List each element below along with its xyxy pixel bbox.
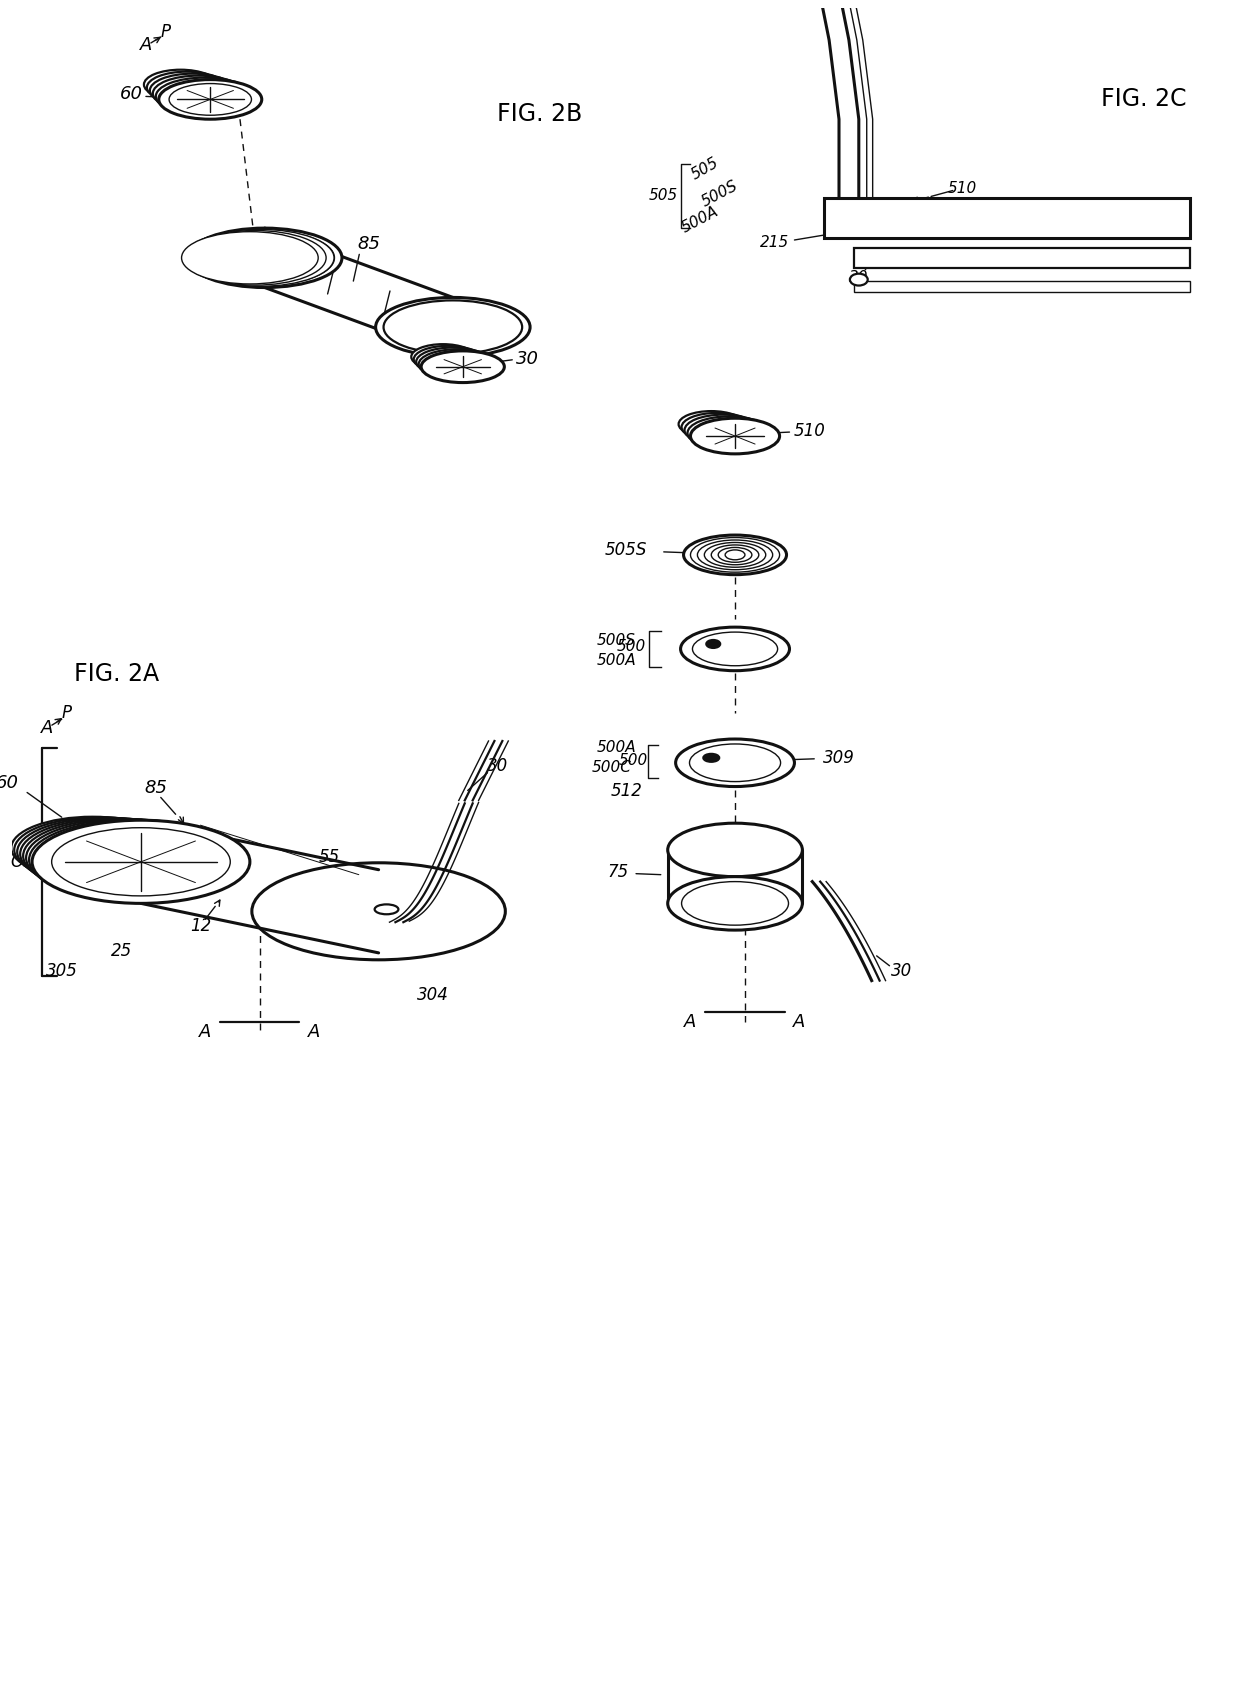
- Ellipse shape: [678, 410, 744, 437]
- Ellipse shape: [417, 348, 490, 377]
- Text: 500C: 500C: [591, 760, 631, 775]
- Text: 215: 215: [760, 235, 790, 251]
- Text: 60: 60: [0, 774, 19, 792]
- Text: A: A: [41, 720, 53, 737]
- Ellipse shape: [849, 274, 868, 286]
- Text: FIG. 2C: FIG. 2C: [1101, 87, 1187, 111]
- Text: P: P: [62, 705, 72, 722]
- Text: 500A: 500A: [680, 204, 722, 235]
- Ellipse shape: [683, 535, 786, 575]
- Ellipse shape: [414, 346, 482, 373]
- Text: 309: 309: [823, 748, 854, 767]
- Text: 304: 304: [417, 986, 449, 1004]
- Ellipse shape: [286, 873, 491, 950]
- Bar: [825, 198, 1190, 239]
- Ellipse shape: [159, 79, 262, 119]
- Ellipse shape: [20, 817, 206, 890]
- Ellipse shape: [707, 641, 720, 648]
- Text: 505: 505: [689, 155, 722, 183]
- Ellipse shape: [11, 817, 174, 880]
- Text: FIG. 2B: FIG. 2B: [497, 103, 583, 126]
- Text: 500: 500: [616, 639, 646, 654]
- Text: 25: 25: [110, 942, 131, 960]
- Text: P: P: [161, 24, 171, 40]
- Ellipse shape: [24, 819, 217, 893]
- Ellipse shape: [153, 76, 244, 111]
- Bar: [854, 281, 1190, 293]
- Text: 500A: 500A: [596, 740, 636, 755]
- Ellipse shape: [26, 819, 228, 897]
- Text: 75: 75: [608, 863, 629, 881]
- Text: 500: 500: [619, 754, 647, 769]
- Ellipse shape: [374, 905, 398, 915]
- Ellipse shape: [687, 417, 771, 449]
- Text: 309: 309: [988, 251, 1017, 266]
- Ellipse shape: [279, 871, 494, 952]
- Ellipse shape: [676, 738, 795, 787]
- Ellipse shape: [150, 74, 236, 108]
- Text: 30: 30: [516, 350, 538, 368]
- Ellipse shape: [181, 232, 319, 284]
- Text: 505S: 505S: [605, 542, 647, 558]
- Text: 505: 505: [649, 188, 678, 204]
- Text: 55: 55: [319, 848, 340, 866]
- Ellipse shape: [186, 229, 334, 286]
- Text: 30: 30: [849, 271, 868, 286]
- Ellipse shape: [703, 754, 719, 762]
- Ellipse shape: [684, 415, 761, 446]
- Ellipse shape: [422, 352, 505, 382]
- Text: A: A: [794, 1013, 806, 1031]
- Text: A: A: [200, 1023, 212, 1041]
- Text: A: A: [308, 1023, 320, 1041]
- Ellipse shape: [259, 865, 502, 957]
- Ellipse shape: [376, 298, 529, 357]
- Text: 30: 30: [487, 757, 508, 775]
- Ellipse shape: [691, 419, 780, 454]
- Text: 510: 510: [794, 422, 826, 441]
- Ellipse shape: [667, 822, 802, 876]
- Ellipse shape: [156, 77, 253, 116]
- Ellipse shape: [273, 868, 496, 954]
- Text: 85: 85: [144, 779, 167, 797]
- Ellipse shape: [265, 866, 500, 955]
- Text: A: A: [684, 1013, 697, 1031]
- Text: FIG. 2A: FIG. 2A: [73, 661, 159, 686]
- Ellipse shape: [412, 345, 475, 370]
- Ellipse shape: [682, 412, 753, 441]
- Ellipse shape: [146, 72, 226, 103]
- Text: 510: 510: [949, 182, 977, 197]
- Text: OS: OS: [10, 853, 33, 871]
- Ellipse shape: [308, 878, 481, 944]
- Text: 85: 85: [357, 235, 381, 254]
- Ellipse shape: [144, 69, 217, 99]
- Text: 500A: 500A: [596, 653, 636, 668]
- Ellipse shape: [294, 875, 487, 949]
- Ellipse shape: [29, 819, 239, 900]
- Bar: [854, 247, 1190, 267]
- Text: 12: 12: [190, 917, 211, 935]
- Text: 500S: 500S: [699, 178, 740, 209]
- Ellipse shape: [667, 876, 802, 930]
- Ellipse shape: [17, 817, 196, 886]
- Text: 512: 512: [610, 782, 642, 799]
- Ellipse shape: [14, 817, 185, 883]
- Text: 60: 60: [119, 86, 143, 104]
- Text: 30: 30: [890, 962, 911, 979]
- Ellipse shape: [681, 627, 790, 671]
- Ellipse shape: [187, 229, 342, 288]
- Text: 305: 305: [46, 962, 78, 979]
- Ellipse shape: [300, 876, 485, 945]
- Text: 500S: 500S: [596, 634, 636, 649]
- Ellipse shape: [184, 230, 326, 286]
- Text: 500: 500: [441, 888, 474, 905]
- Ellipse shape: [252, 863, 506, 960]
- Ellipse shape: [419, 350, 497, 380]
- Text: A: A: [140, 35, 153, 54]
- Ellipse shape: [32, 821, 250, 903]
